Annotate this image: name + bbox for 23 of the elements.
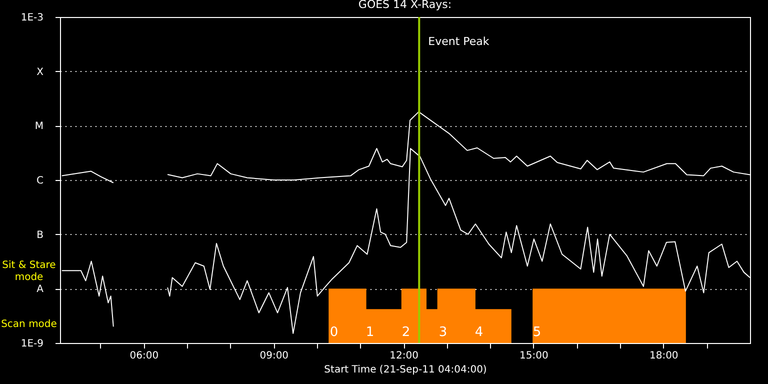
y-tick-label: 1E-9 [20,338,44,350]
text: Scan mode [1,319,57,330]
y-tick-label: A [36,284,44,296]
y-tick-label: C [36,176,44,186]
annotation: 2 [402,325,410,340]
annotation: 3 [438,325,448,340]
annotation: 1 [366,325,374,340]
annotation: 5 [532,325,542,340]
annotation: 0 [330,325,338,340]
x-tick-label: 12:00 [390,350,418,362]
chart-title: GOES 14 X-Rays: [358,0,452,11]
x-axis-title: Start Time (21-Sep-11 04:04:00) [324,364,487,376]
annotation: 4 [474,325,484,340]
x-tick-label: 18:00 [649,350,678,362]
x-tick-label: 06:00 [130,350,159,362]
y-tick-label: M [34,121,44,132]
y-tick-label: B [36,230,44,241]
ref-line-label: Event Peak [428,35,490,48]
y-tick-label: X [36,66,44,78]
x-tick-label: 15:00 [520,350,548,362]
text: Sit & Stare mode [2,260,56,283]
y-tick-label: 1E-3 [20,12,44,24]
x-tick-label: 09:00 [260,350,289,362]
